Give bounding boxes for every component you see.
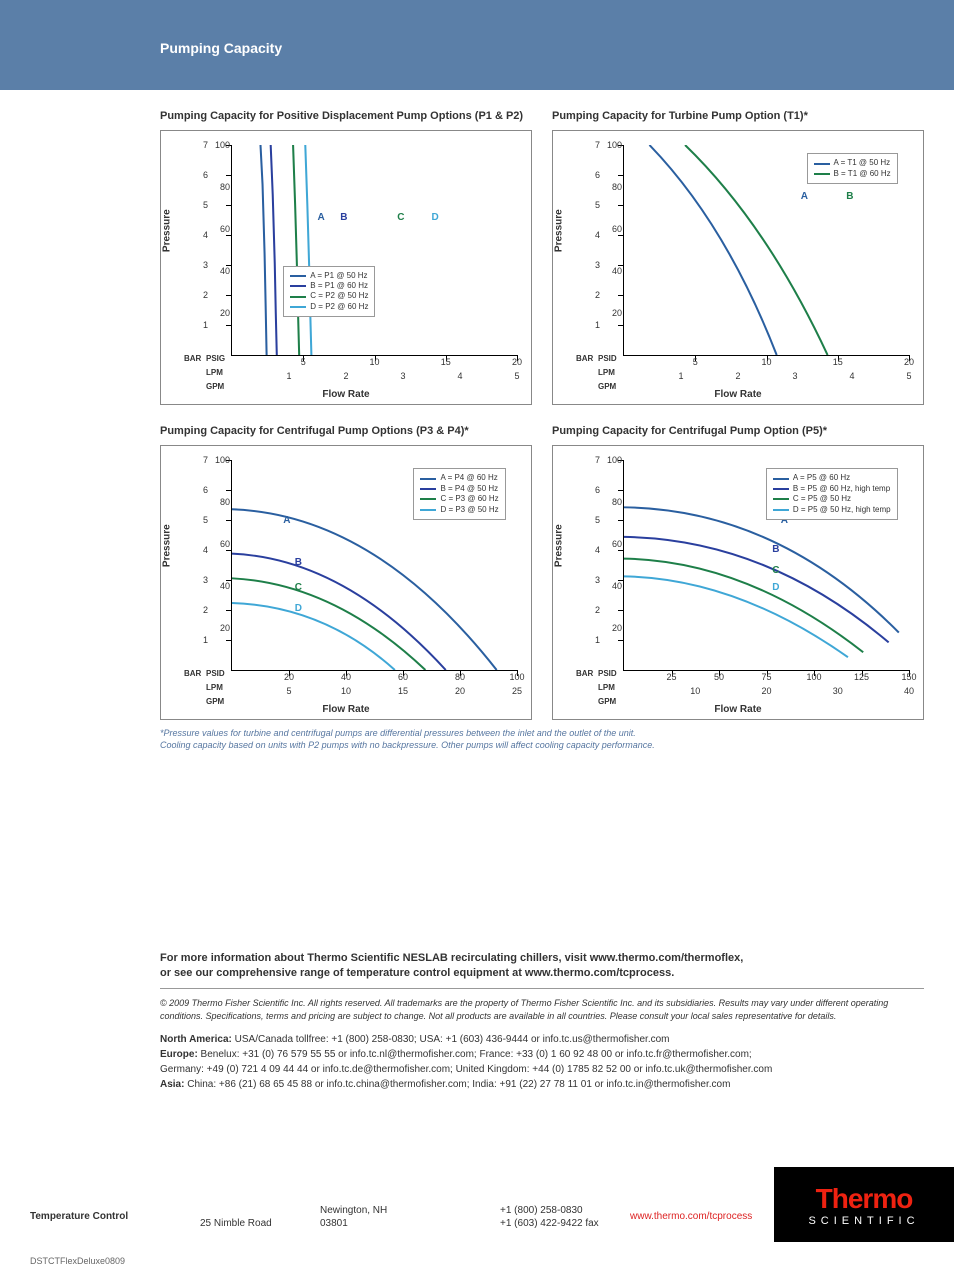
more-info: For more information about Thermo Scient…	[160, 951, 924, 980]
document-code: DSTCTFlexDeluxe0809	[30, 1256, 125, 1266]
chart: 12345672040608010020406080100510152025BA…	[160, 445, 532, 720]
disclaimer-notes: *Pressure values for turbine and centrif…	[160, 728, 924, 751]
chart: 1234567204060801002550751001251501020304…	[552, 445, 924, 720]
chart: 123456720406080100510152012345BARPSIGLPM…	[160, 130, 532, 405]
chart-title: Pumping Capacity for Centrifugal Pump Op…	[160, 425, 532, 439]
footer-phone: +1 (800) 258-0830+1 (603) 422-9422 fax	[500, 1204, 599, 1230]
chart: 123456720406080100510152012345BARPSIDLPM…	[552, 130, 924, 405]
thermo-logo: Thermo SCIENTIFIC	[774, 1167, 954, 1242]
chart-title: Pumping Capacity for Centrifugal Pump Op…	[552, 425, 924, 439]
contacts: North America: USA/Canada tollfree: +1 (…	[160, 1032, 924, 1092]
footer-address-1: 25 Nimble Road	[200, 1217, 272, 1230]
chart-title: Pumping Capacity for Positive Displaceme…	[160, 110, 532, 124]
footer-category: Temperature Control	[30, 1211, 128, 1222]
page-title: Pumping Capacity	[160, 40, 282, 56]
footer: Temperature Control 25 Nimble Road Newin…	[0, 1182, 954, 1242]
footer-address-2: Newington, NH03801	[320, 1204, 387, 1230]
chart-title: Pumping Capacity for Turbine Pump Option…	[552, 110, 924, 124]
copyright: © 2009 Thermo Fisher Scientific Inc. All…	[160, 997, 924, 1022]
footer-url: www.thermo.com/tcprocess	[630, 1211, 752, 1222]
header-band	[0, 0, 954, 90]
